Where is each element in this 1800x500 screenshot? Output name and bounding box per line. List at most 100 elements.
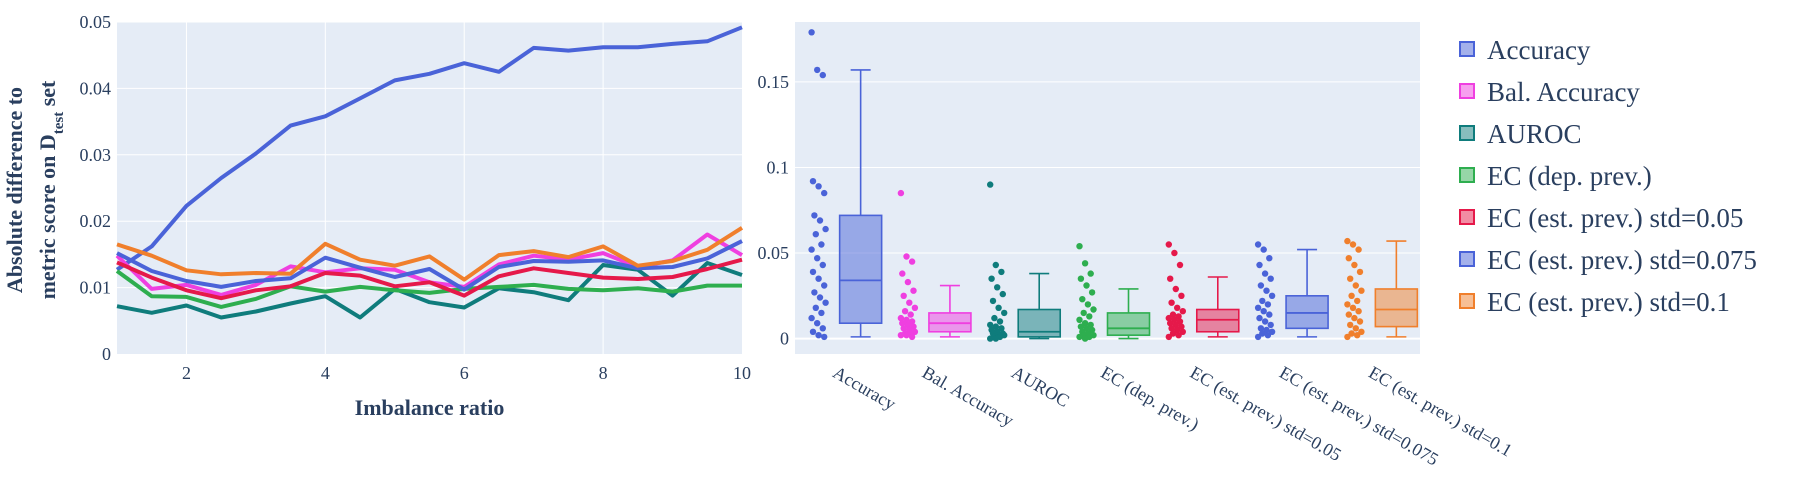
box-point (897, 314, 905, 322)
y-axis-title-line2: metric score on Dtest set (35, 80, 67, 299)
box-point (822, 299, 829, 306)
line-series-group (115, 25, 744, 320)
box-point (816, 217, 824, 224)
box-point (1266, 255, 1273, 262)
box-body (1374, 288, 1419, 328)
legend-swatch (1459, 41, 1475, 57)
box-point (903, 332, 910, 339)
box-point (1264, 332, 1272, 339)
box-point (1358, 287, 1365, 294)
box-point (899, 320, 906, 327)
legend-swatch (1459, 125, 1475, 141)
box-point (1259, 297, 1266, 305)
box-point (1001, 309, 1008, 317)
line-x-tick-label: 10 (733, 363, 751, 383)
box-point (1076, 333, 1083, 341)
box-point (1165, 314, 1173, 322)
box-point (1347, 275, 1354, 282)
y-axis-title-suffix: set (35, 80, 60, 112)
box-point (1165, 241, 1173, 248)
box-point (819, 325, 826, 332)
box-point (1349, 304, 1357, 311)
box-point (1345, 311, 1353, 318)
box-y-tick-label: 0.1 (767, 157, 790, 177)
line-y-tick-label: 0 (102, 344, 111, 364)
legend-swatch (1459, 83, 1475, 99)
box-point (1165, 333, 1173, 341)
legend-item: EC (est. prev.) std=0.05 (1459, 203, 1743, 233)
box-point (1263, 287, 1270, 294)
legend-item: AUROC (1459, 119, 1582, 149)
line-series-ec-dep-prev (115, 269, 742, 309)
box-point (1172, 285, 1180, 293)
box-point (1256, 314, 1263, 322)
box-point (1261, 318, 1269, 325)
line-chart-panel: 0 0.01 0.02 0.03 0.04 0.05 2 4 6 8 10 Imbalance r… (2, 12, 751, 420)
box-ec-dep-prev (1076, 243, 1151, 342)
box-point (1260, 246, 1267, 253)
box-point (907, 311, 914, 318)
box-point (1088, 289, 1096, 296)
line-y-ticks: 0 0.01 0.02 0.03 0.04 0.05 (80, 12, 112, 364)
box-bal-accuracy (897, 189, 972, 341)
box-point (1080, 309, 1087, 317)
box-point (1168, 325, 1175, 332)
box-point (1257, 282, 1265, 289)
box-point (988, 275, 995, 282)
line-y-tick-label: 0.05 (80, 12, 112, 32)
line-x-tick-label: 2 (182, 363, 191, 383)
box-point (901, 308, 909, 315)
box-point (900, 292, 907, 299)
box-point (818, 241, 825, 248)
box-point (1084, 301, 1092, 308)
line-x-tick-label: 4 (321, 363, 330, 383)
y-axis-title-subscript: test (51, 112, 67, 135)
box-point (1167, 320, 1174, 327)
box-point (1087, 270, 1094, 277)
box-point (819, 71, 826, 79)
box-point (815, 183, 822, 190)
line-series-ec-est-prev-std-0-05 (116, 257, 743, 301)
box-point (1254, 241, 1262, 248)
box-point (809, 328, 817, 335)
box-point (811, 289, 818, 296)
box-x-tick-label: EC (est. prev.) std=0.05 (1186, 362, 1345, 466)
box-point (1349, 241, 1357, 248)
box-point (991, 314, 998, 322)
box-point (1077, 323, 1085, 330)
box-point (1254, 304, 1262, 311)
box-point (900, 325, 907, 332)
box-point (992, 261, 999, 269)
box-x-tick-label: EC (est. prev.) std=0.1 (1365, 362, 1516, 461)
box-point (1167, 275, 1174, 282)
box-point (1077, 275, 1085, 282)
box-point (1263, 326, 1270, 334)
box-point (1355, 246, 1362, 253)
box-point (1179, 308, 1187, 315)
box-point (910, 287, 917, 294)
box-point (1076, 316, 1083, 323)
legend-label: EC (est. prev.) std=0.1 (1487, 287, 1730, 317)
box-point (1351, 314, 1358, 322)
box-point (1352, 325, 1360, 332)
box-point (1090, 306, 1097, 313)
line-x-tick-label: 6 (460, 363, 469, 383)
legend: Accuracy Bal. Accuracy AUROC EC (dep. prev.… (1459, 35, 1757, 317)
box-point (908, 333, 916, 341)
legend-label: EC (est. prev.) std=0.05 (1487, 203, 1743, 233)
box-point (1254, 333, 1262, 341)
box-ec-est-prev-std-0-05 (1165, 241, 1240, 341)
line-series-ec-est-prev-std-0-1 (116, 226, 744, 282)
box-point (821, 189, 828, 197)
box-point (1176, 261, 1184, 269)
box-point (999, 290, 1006, 298)
box-point (815, 332, 822, 339)
y-axis-title-main: metric score on D (35, 134, 60, 299)
box-point (1261, 270, 1269, 277)
box-point (1351, 261, 1358, 269)
box-point (1086, 313, 1093, 320)
box-point (1344, 237, 1351, 245)
box-point (1083, 282, 1090, 289)
